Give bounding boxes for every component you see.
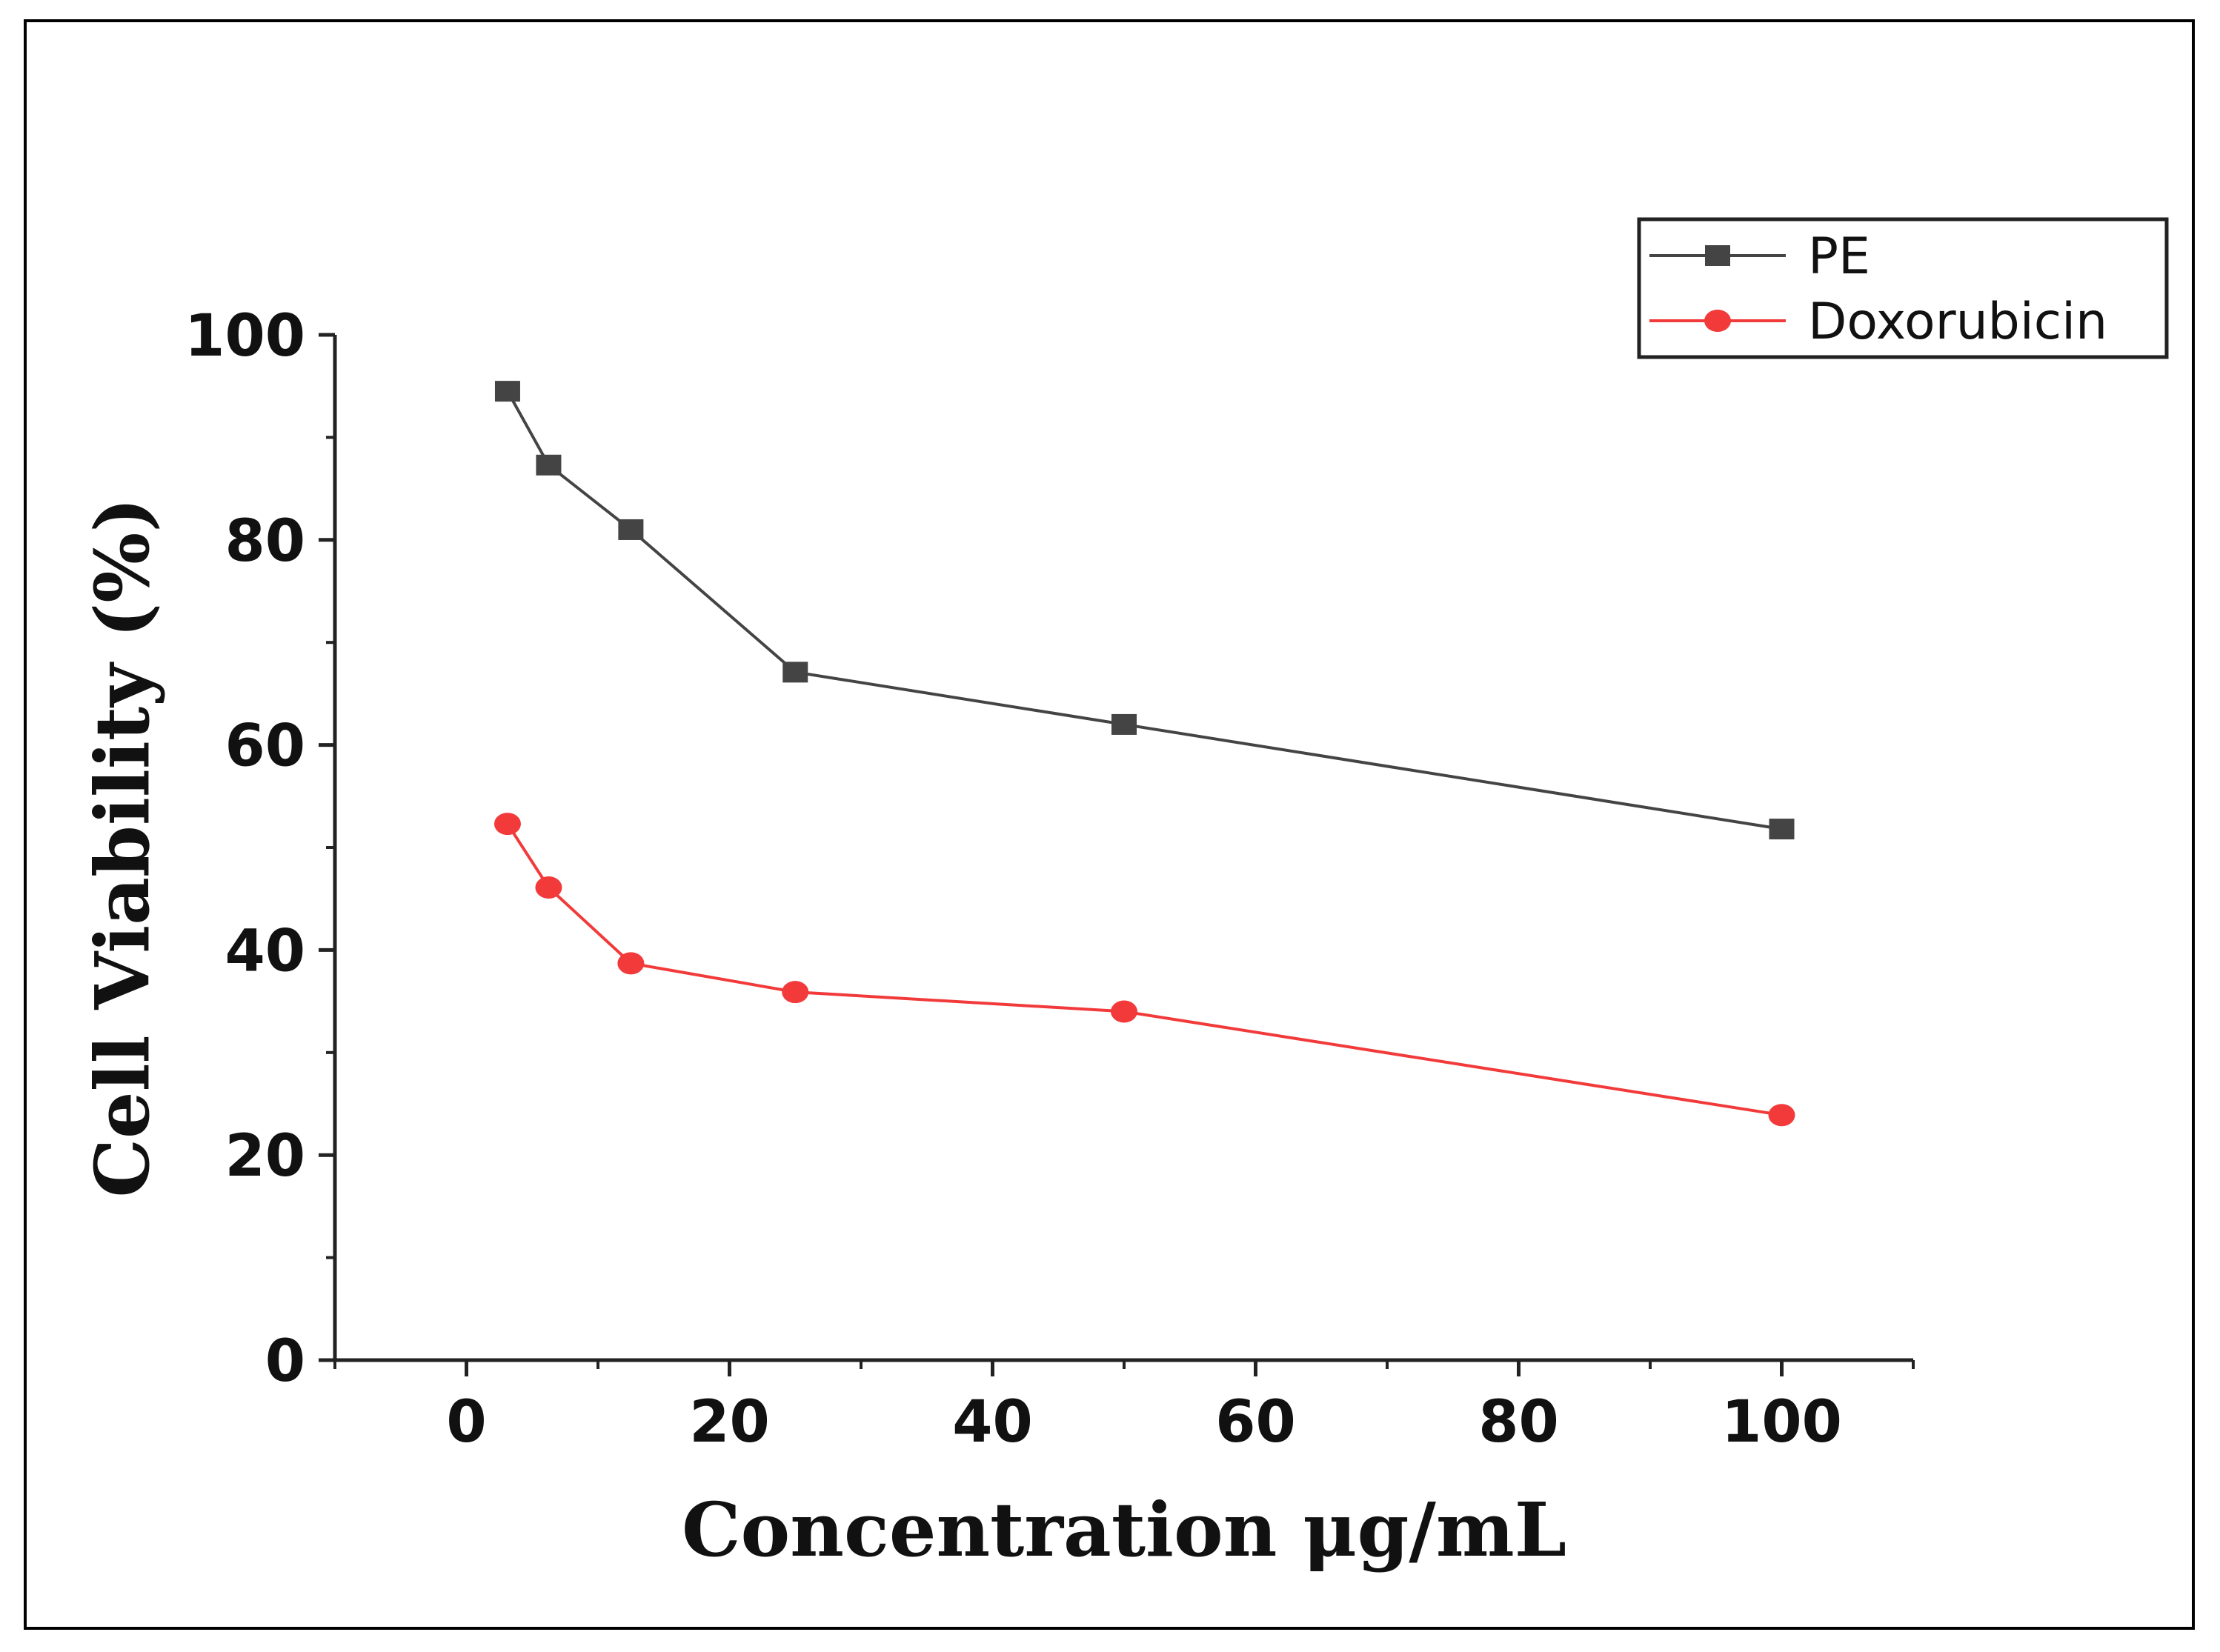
data-point-pe (782, 662, 808, 683)
y-tick-label: 20 (225, 1123, 305, 1190)
data-point-pe (1111, 713, 1137, 735)
series-pe (494, 381, 1795, 840)
x-tick-label: 80 (1478, 1389, 1559, 1456)
x-tick-label: 40 (952, 1389, 1033, 1456)
data-point-doxorubicin (782, 981, 809, 1004)
data-point-doxorubicin (617, 952, 645, 975)
x-axis-title: Concentration μg/mL (682, 1486, 1566, 1573)
x-ticks: 0 20 40 60 80 100 (333, 1360, 1915, 1456)
series-line-doxorubicin (506, 823, 1782, 1117)
data-point-doxorubicin (535, 876, 562, 899)
legend-label-pe: PE (1808, 227, 1870, 286)
legend-box (1637, 217, 2169, 359)
data-point-doxorubicin (493, 813, 521, 836)
data-point-doxorubicin (1768, 1104, 1795, 1127)
y-tick-label: 80 (225, 508, 305, 575)
series-layer (493, 381, 1795, 1127)
x-tick-label: 60 (1215, 1389, 1296, 1456)
data-point-doxorubicin (1111, 1000, 1137, 1023)
y-tick-label: 0 (265, 1328, 305, 1395)
data-point-pe (1769, 819, 1795, 840)
legend: PE Doxorubicin (1637, 217, 2169, 359)
x-tick-label: 20 (689, 1389, 770, 1456)
y-tick-label: 100 (185, 303, 305, 370)
legend-marker-pe (1705, 245, 1730, 266)
x-tick-label: 0 (446, 1389, 486, 1456)
data-point-pe (494, 381, 520, 402)
legend-entries: PE Doxorubicin (1649, 227, 2107, 351)
series-line-pe (506, 390, 1782, 831)
axes: 0 20 40 60 80 100 0 20 40 60 80 100 (185, 303, 1915, 1456)
x-tick-label: 100 (1721, 1389, 1842, 1456)
series-doxorubicin (493, 813, 1795, 1127)
legend-marker-doxorubicin (1704, 310, 1731, 332)
data-point-pe (618, 519, 644, 540)
legend-label-doxorubicin: Doxorubicin (1808, 293, 2107, 351)
y-tick-label: 40 (225, 918, 305, 985)
y-ticks: 0 20 40 60 80 100 (185, 303, 335, 1395)
y-tick-label: 60 (225, 713, 305, 780)
y-axis-title: Cell Viability (%) (79, 497, 166, 1197)
data-point-pe (536, 454, 562, 476)
